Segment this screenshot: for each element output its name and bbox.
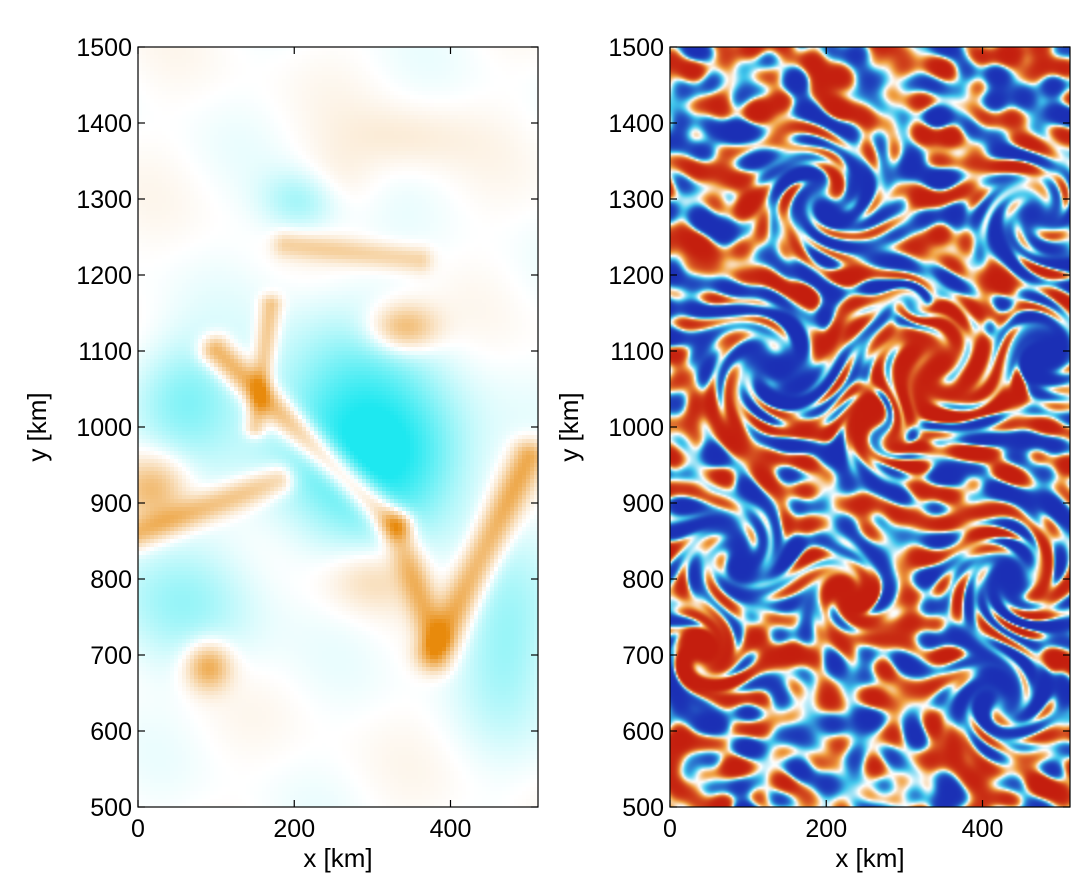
x-tick-label: 0 <box>131 815 145 843</box>
x-axis-label: x [km] <box>835 843 904 873</box>
right-heatmap-panel: 500 600 700 800 900 1000 1100 1200 1300 1400 1500 0… <box>554 34 1071 873</box>
y-tick-label: 1100 <box>78 338 132 366</box>
y-tick-label: 900 <box>622 490 664 518</box>
x-tick-label: 200 <box>805 815 847 843</box>
heatmap-field <box>138 47 538 807</box>
y-tick-label: 1400 <box>608 110 664 138</box>
y-tick-label: 1300 <box>76 186 132 214</box>
heatmap-field <box>670 47 1070 807</box>
y-tick-label: 1500 <box>608 34 664 62</box>
y-tick-label: 600 <box>622 718 664 746</box>
y-axis-label: y [km] <box>554 392 584 461</box>
y-tick-label: 500 <box>90 794 132 822</box>
y-tick-label: 600 <box>90 718 132 746</box>
y-tick-label: 700 <box>90 642 132 670</box>
y-tick-label: 500 <box>622 794 664 822</box>
x-tick-label: 200 <box>273 815 315 843</box>
y-tick-label: 1500 <box>76 34 132 62</box>
y-tick-label: 1200 <box>608 262 664 290</box>
y-tick-label: 1000 <box>76 414 132 442</box>
y-axis-label: y [km] <box>22 392 52 461</box>
x-tick-label: 400 <box>430 815 472 843</box>
y-tick-label: 1100 <box>610 338 664 366</box>
x-tick-label: 400 <box>962 815 1004 843</box>
y-tick-label: 700 <box>622 642 664 670</box>
y-tick-label: 1000 <box>608 414 664 442</box>
y-tick-label: 800 <box>622 566 664 594</box>
x-axis-label: x [km] <box>303 843 372 873</box>
y-tick-label: 1200 <box>76 262 132 290</box>
y-tick-label: 1400 <box>76 110 132 138</box>
x-tick-label: 0 <box>663 815 677 843</box>
left-heatmap-panel: 500 600 700 800 900 1000 1100 1200 1300 1400 1500 0… <box>22 34 539 873</box>
y-tick-label: 900 <box>90 490 132 518</box>
y-tick-label: 1300 <box>608 186 664 214</box>
y-tick-label: 800 <box>90 566 132 594</box>
